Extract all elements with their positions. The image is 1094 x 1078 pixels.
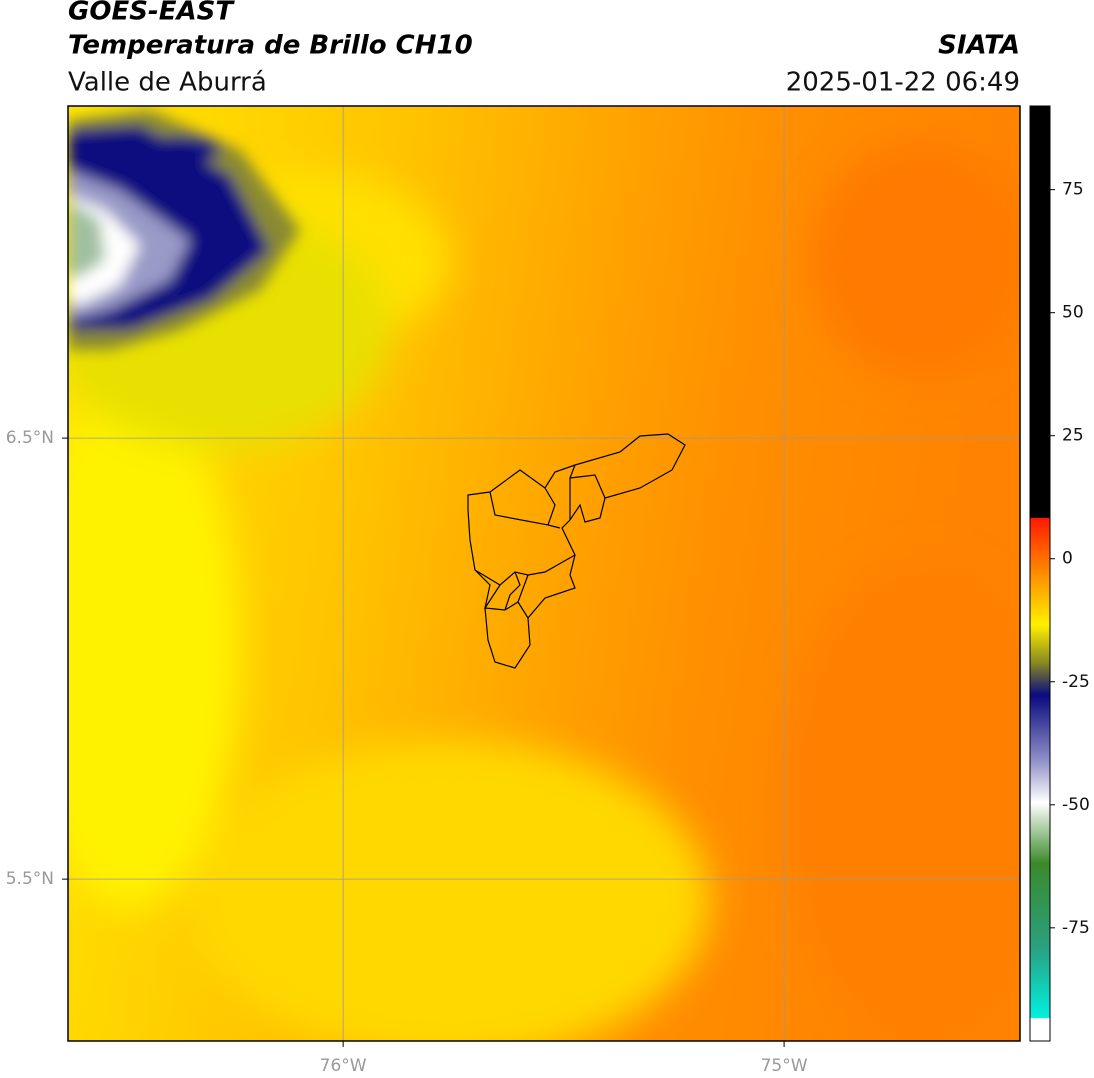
colorbar-tick-label: 75 (1062, 180, 1084, 200)
x-tick-label: 75°W (761, 1056, 808, 1076)
y-tick-label: 5.5°N (6, 869, 54, 889)
product-title: Temperatura de Brillo CH10 (68, 31, 473, 61)
colorbar (1029, 105, 1051, 1042)
colorbar-tick-label: 50 (1062, 303, 1084, 323)
map-frame (67, 105, 1021, 1042)
x-tick-label: 76°W (320, 1056, 367, 1076)
satellite-title: GOES-EAST (68, 0, 235, 27)
colorbar-tick-label: -50 (1062, 795, 1090, 815)
colorbar-tick-label: 25 (1062, 426, 1084, 446)
colorbar-tick-label: -75 (1062, 918, 1090, 938)
source-label: SIATA (938, 31, 1020, 61)
colorbar-tick-label: 0 (1062, 549, 1073, 569)
graticule (68, 106, 1020, 1041)
y-tick-label: 6.5°N (6, 428, 54, 448)
municipal-boundaries (467, 433, 686, 669)
region-label: Valle de Aburrá (68, 68, 267, 98)
temperature-field (68, 106, 1020, 1041)
datetime-label: 2025-01-22 06:49 (786, 68, 1020, 98)
colorbar-tick-label: -25 (1062, 672, 1090, 692)
